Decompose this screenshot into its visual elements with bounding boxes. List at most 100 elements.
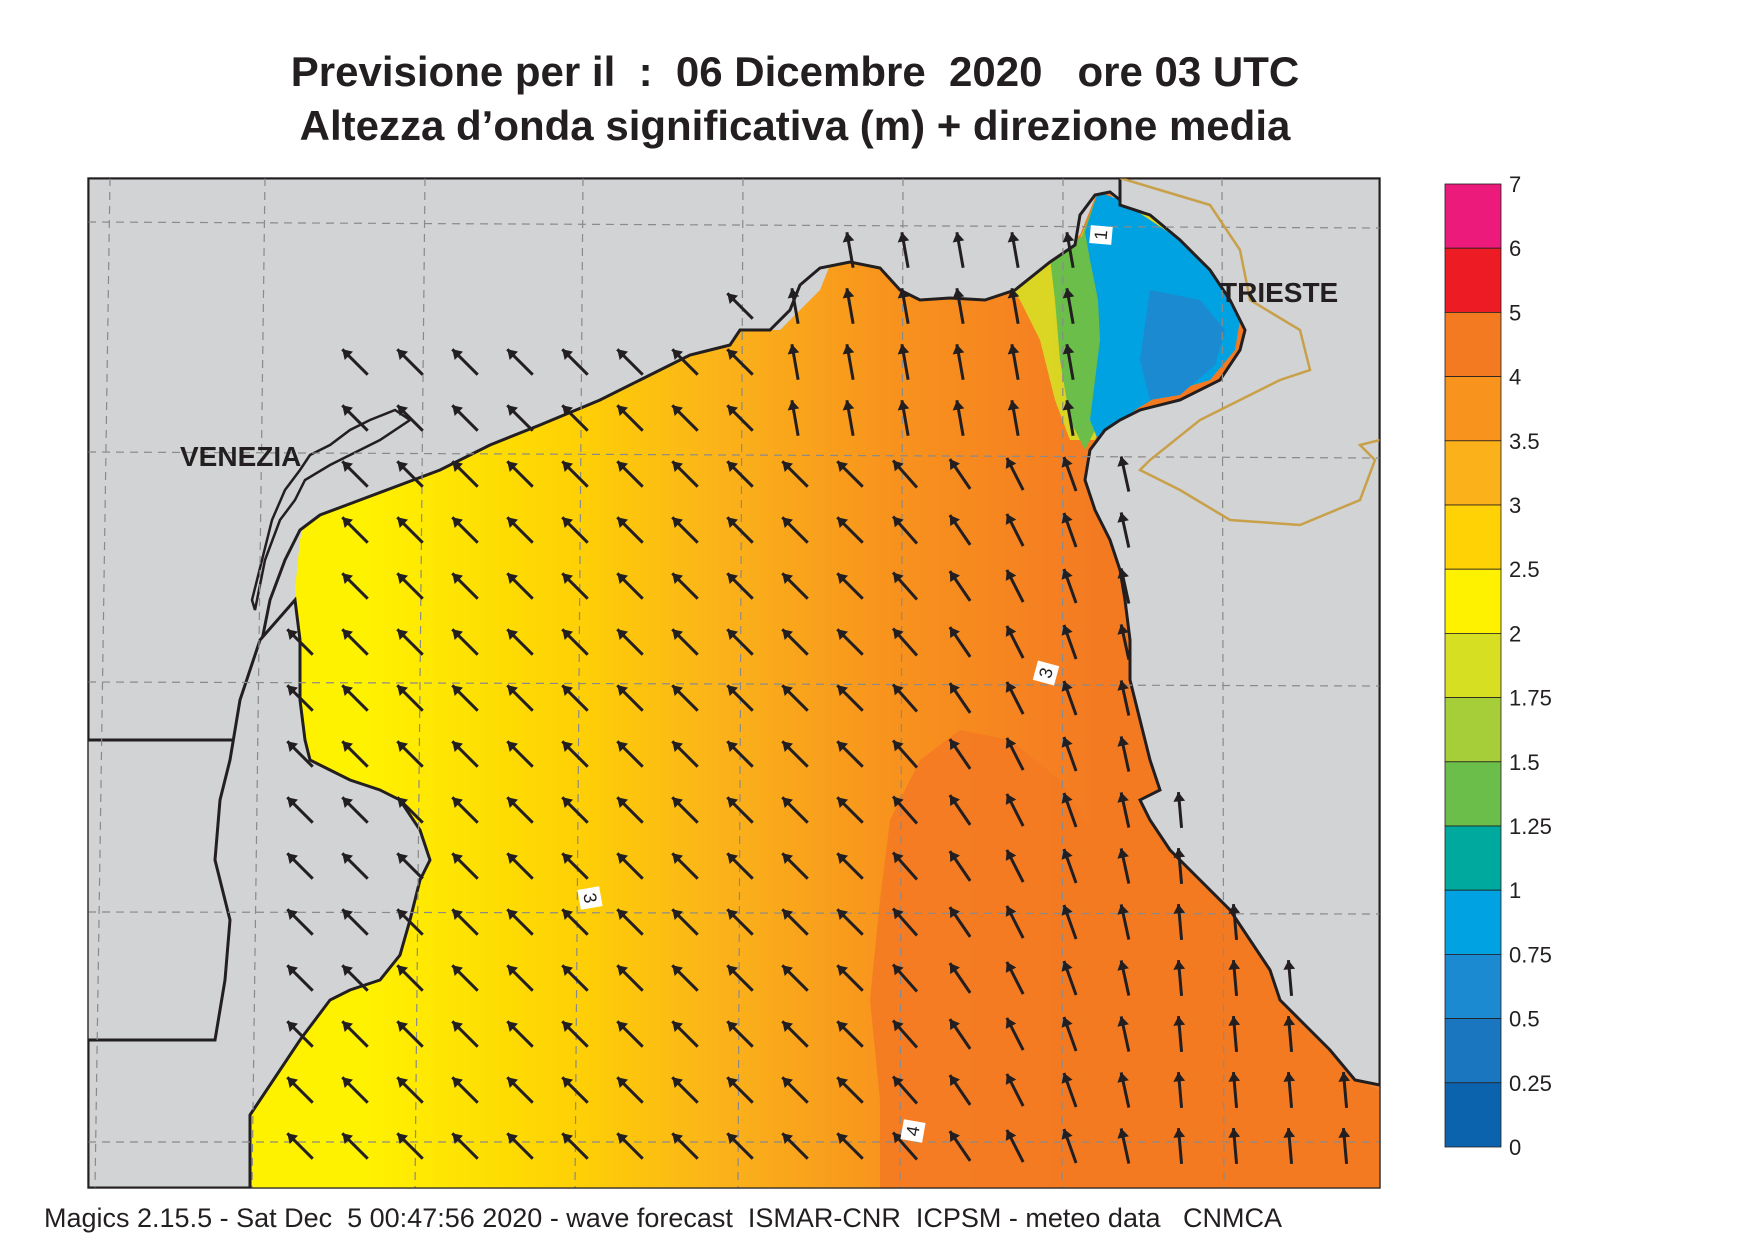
wave-arrow-head: [782, 965, 794, 977]
wave-arrow-head: [507, 461, 519, 473]
wave-arrow-head: [562, 1021, 574, 1033]
legend-label: 1.75: [1509, 686, 1552, 711]
wave-arrow-head: [1283, 960, 1296, 970]
wave-arrow-head: [672, 685, 684, 697]
wave-arrow-head: [837, 461, 849, 473]
wave-arrow-head: [1062, 400, 1075, 411]
wave-arrow-head: [893, 1076, 904, 1088]
wave-arrow-head: [287, 685, 299, 697]
wave-arrow-head: [1061, 569, 1073, 580]
contour-label-1: 1: [1091, 229, 1112, 241]
wave-arrow-head: [1117, 1128, 1129, 1139]
legend-label: 1: [1509, 878, 1521, 903]
wave-arrow-head: [672, 629, 684, 641]
wave-arrow-head: [617, 461, 629, 473]
wave-arrow-head: [782, 1021, 794, 1033]
wave-arrow-head: [782, 517, 794, 529]
wave-arrow-head: [672, 853, 684, 865]
wave-arrow-head: [1117, 568, 1129, 579]
wave-arrow-head: [782, 573, 794, 585]
wave-arrow-head: [397, 741, 409, 753]
legend-label: 3: [1509, 493, 1521, 518]
contour-label-3b: 3: [579, 891, 600, 904]
wave-arrow-head: [952, 232, 965, 243]
wave-arrow-head: [837, 909, 849, 921]
wave-arrow-head: [782, 797, 794, 809]
wave-arrow-head: [1062, 344, 1075, 355]
wave-arrow-head: [893, 1132, 904, 1144]
wave-arrow-head: [727, 461, 739, 473]
wave-arrow-head: [562, 461, 574, 473]
wave-arrow-head: [287, 741, 299, 753]
wave-arrow-head: [452, 1021, 464, 1033]
legend-swatch: [1444, 247, 1502, 313]
wave-arrow-head: [787, 344, 800, 355]
wave-arrow-head: [617, 629, 629, 641]
wave-arrow-head: [1005, 961, 1017, 973]
contour-label-3a: 3: [1035, 666, 1057, 681]
wave-arrow-head: [507, 629, 519, 641]
wave-arrow-head: [782, 629, 794, 641]
wave-arrow-head: [949, 963, 960, 975]
wave-arrow-head: [949, 739, 960, 751]
wave-arrow-head: [1005, 569, 1017, 581]
wave-arrow-head: [949, 795, 960, 807]
wave-arrow-head: [617, 909, 629, 921]
wave-arrow-head: [342, 965, 354, 977]
wave-arrow-head: [1062, 232, 1075, 243]
wave-arrow-head: [897, 288, 910, 299]
wave-arrow-head: [1007, 288, 1020, 299]
wave-arrow-head: [952, 288, 965, 299]
legend-swatch: [1444, 504, 1502, 570]
wave-arrow-head: [1117, 1016, 1129, 1027]
wave-arrow-head: [397, 1077, 409, 1089]
wave-arrow-head: [452, 517, 464, 529]
wave-arrow-head: [617, 797, 629, 809]
map-title-line1: Previsione per il : 06 Dicembre 2020 ore…: [290, 48, 1300, 95]
wave-arrow-head: [893, 684, 904, 696]
legend-swatch: [1444, 697, 1502, 763]
wave-arrow-head: [782, 853, 794, 865]
wave-arrow-head: [1005, 737, 1017, 749]
wave-arrow-head: [1117, 512, 1129, 523]
wave-arrow-head: [452, 405, 464, 417]
lagoon-islands: [250, 408, 413, 611]
wave-arrow-head: [397, 405, 409, 417]
wave-arrow-head: [1117, 792, 1129, 803]
wave-arrow-head: [727, 797, 739, 809]
wave-arrow-head: [952, 344, 965, 355]
wave-arrow-head: [787, 288, 800, 299]
wave-arrow-head: [452, 629, 464, 641]
wave-arrow-head: [727, 741, 739, 753]
legend-label: 0: [1509, 1135, 1521, 1160]
wave-arrow-head: [617, 349, 629, 361]
wave-arrow-head: [507, 517, 519, 529]
legend-swatch: [1444, 633, 1502, 699]
wave-arrow-head: [1228, 960, 1241, 970]
wave-arrow-head: [1338, 1128, 1351, 1138]
wave-arrow-head: [287, 1077, 299, 1089]
city-label-venezia: VENEZIA: [180, 441, 301, 472]
wave-arrow-head: [1283, 1128, 1296, 1138]
wave-arrow-head: [562, 741, 574, 753]
wave-arrow-head: [562, 573, 574, 585]
wave-arrow-head: [562, 1077, 574, 1089]
wave-arrow-head: [952, 400, 965, 411]
wave-arrow-head: [893, 796, 904, 808]
wave-arrow-head: [949, 571, 960, 583]
wave-arrow-head: [507, 853, 519, 865]
wave-arrow-head: [1228, 1128, 1241, 1138]
wave-arrow-head: [1061, 1129, 1073, 1140]
wave-arrow-head: [1061, 457, 1073, 468]
legend-swatch: [1444, 1082, 1502, 1148]
wave-arrow-head: [949, 459, 960, 471]
wave-arrow-head: [342, 685, 354, 697]
legend-swatch: [1444, 376, 1502, 442]
legend-swatch: [1444, 440, 1502, 506]
wave-arrow-head: [1117, 736, 1129, 747]
istria-coast: [1083, 178, 1380, 1087]
wave-arrow-head: [1283, 1016, 1296, 1026]
wave-arrow-head: [949, 1131, 960, 1143]
wave-arrow-head: [397, 1133, 409, 1145]
